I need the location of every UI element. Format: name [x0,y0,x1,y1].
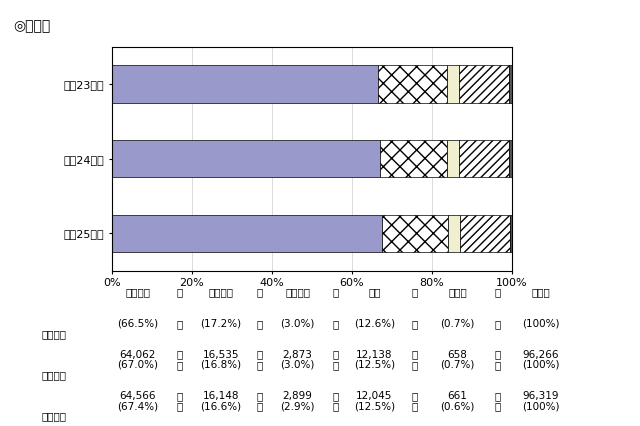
Bar [509,140,512,177]
Bar [509,66,512,103]
Text: ：: ： [256,360,262,370]
Text: (0.6%): (0.6%) [440,401,475,411]
Bar [112,66,378,103]
Text: (0.7%): (0.7%) [440,360,475,370]
Text: ：: ： [176,391,182,401]
Text: 16,148: 16,148 [202,391,239,401]
Text: (100%): (100%) [522,401,559,411]
Bar [459,66,509,103]
Text: ：: ： [333,287,339,297]
Text: ：: ： [412,319,418,329]
Text: ：: ： [495,350,501,360]
Text: 後期日程: 後期日程 [208,287,234,297]
Text: (67.0%): (67.0%) [117,360,158,370]
Text: ：: ： [412,391,418,401]
Text: 前期日程: 前期日程 [125,287,150,297]
Text: ：: ： [495,360,501,370]
Text: (12.6%): (12.6%) [354,319,395,329]
Bar [447,140,460,177]
Text: ：: ： [333,401,339,411]
Text: ：: ： [256,350,262,360]
Text: ：: ： [412,360,418,370]
Text: ：: ： [495,287,501,297]
Text: ２４年度: ２４年度 [42,370,67,380]
Text: ：: ： [256,401,262,411]
Text: ：: ： [333,360,339,370]
Bar [381,215,448,252]
Text: (12.5%): (12.5%) [354,360,395,370]
Bar [112,140,380,177]
Text: 96,266: 96,266 [522,350,559,360]
Text: ：: ： [176,350,182,360]
Bar [378,66,447,103]
Text: ：: ： [256,391,262,401]
Text: ：: ： [176,319,182,329]
Text: (3.0%): (3.0%) [280,319,315,329]
Text: 96,319: 96,319 [522,391,559,401]
Bar [380,140,447,177]
Text: ：: ： [412,401,418,411]
Text: 12,045: 12,045 [356,391,392,401]
Text: ：: ： [176,287,182,297]
Text: ◎国　立: ◎国 立 [13,19,50,33]
Text: 64,062: 64,062 [120,350,156,360]
Text: (16.6%): (16.6%) [200,401,241,411]
Text: (66.5%): (66.5%) [117,319,158,329]
Bar [460,215,509,252]
Text: ：: ： [176,360,182,370]
Text: 2,873: 2,873 [283,350,312,360]
Text: (2.9%): (2.9%) [280,401,315,411]
Text: ：: ： [333,319,339,329]
Text: ：: ： [256,319,262,329]
Text: 64,566: 64,566 [119,391,156,401]
Text: ：: ： [176,401,182,411]
Text: (0.7%): (0.7%) [440,319,475,329]
Text: (17.2%): (17.2%) [200,319,241,329]
Bar [460,140,509,177]
Text: (3.0%): (3.0%) [280,360,315,370]
Bar [112,215,381,252]
Text: 16,535: 16,535 [202,350,239,360]
Text: (67.4%): (67.4%) [117,401,158,411]
Text: (16.8%): (16.8%) [200,360,241,370]
Text: ：: ： [412,287,418,297]
Text: 2,899: 2,899 [283,391,312,401]
Text: ：: ： [495,319,501,329]
Text: ：: ： [412,350,418,360]
Text: ２３年度: ２３年度 [42,329,67,339]
Text: 合　計: 合 計 [531,287,550,297]
Text: ：: ： [333,350,339,360]
Text: (12.5%): (12.5%) [354,401,395,411]
Bar [447,66,459,103]
Text: 661: 661 [447,391,468,401]
Text: ：: ： [495,391,501,401]
Text: (100%): (100%) [522,319,559,329]
Text: 推腐: 推腐 [368,287,381,297]
Text: (100%): (100%) [522,360,559,370]
Text: ２５年度: ２５年度 [42,412,67,421]
Text: その他: その他 [448,287,467,297]
Bar [509,215,512,252]
Text: ：: ： [333,391,339,401]
Text: 658: 658 [447,350,468,360]
Text: ：: ： [256,287,262,297]
Text: ＡＯ入試: ＡＯ入試 [285,287,310,297]
Bar [448,215,460,252]
Text: 12,138: 12,138 [356,350,393,360]
Text: ：: ： [495,401,501,411]
